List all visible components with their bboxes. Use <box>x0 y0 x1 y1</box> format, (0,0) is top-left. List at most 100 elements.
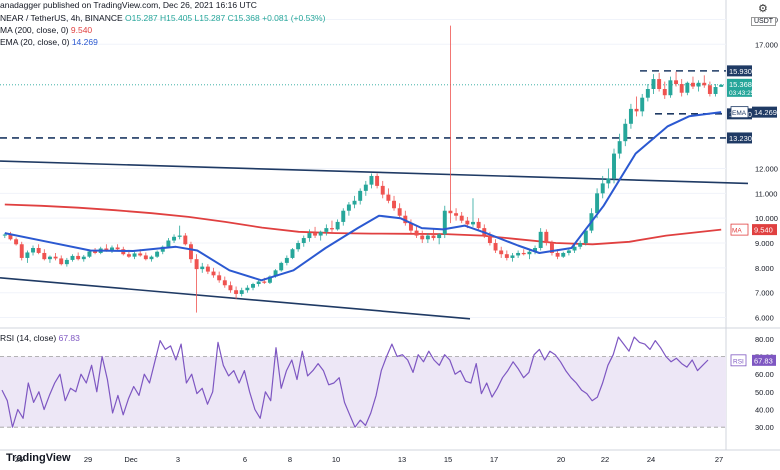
symbol-line: NEAR / TetherUS, 4h, BINANCE O15.287 H15… <box>0 13 325 24</box>
candle-body <box>307 233 312 239</box>
candle <box>476 218 481 231</box>
candle-body <box>138 253 143 256</box>
x-tick-label: 3 <box>176 455 180 464</box>
candle <box>702 75 707 88</box>
candle <box>617 133 622 159</box>
badge-tag: MA <box>732 228 742 235</box>
candle <box>279 261 284 272</box>
badge-tag: EMA <box>732 110 747 117</box>
candle <box>471 198 475 227</box>
candle-body <box>521 252 526 255</box>
candle <box>392 195 396 211</box>
candle <box>290 247 295 260</box>
candle-body <box>471 221 475 225</box>
candle <box>527 250 532 260</box>
candle <box>448 25 453 224</box>
y-tick-label: 17.000 <box>755 40 778 49</box>
candle <box>645 84 650 102</box>
candle-body <box>188 244 193 260</box>
x-tick-label: Dec <box>124 455 138 464</box>
candle-body <box>245 287 250 291</box>
x-tick-label: 24 <box>647 455 655 464</box>
candle <box>200 262 205 273</box>
candle-body <box>262 281 267 283</box>
rsi-value-label: 67.83 <box>754 356 773 365</box>
ohlc-values: O15.287 H15.405 L15.287 C15.368 +0.081 (… <box>125 13 326 23</box>
badge-tag-box <box>730 106 749 119</box>
candle <box>583 228 588 246</box>
candle <box>166 238 171 248</box>
candle-body <box>561 252 566 257</box>
candle-body <box>290 249 295 258</box>
candle <box>696 80 701 92</box>
candle-body <box>211 271 216 276</box>
candle <box>493 239 498 253</box>
candle <box>313 226 318 239</box>
candle-body <box>397 208 402 216</box>
candle-body <box>149 256 154 260</box>
ema-label: EMA (20, close, 0) <box>0 37 70 47</box>
x-tick-label: 6 <box>243 455 247 464</box>
candle-body <box>668 80 673 96</box>
candle-body <box>177 235 182 237</box>
candle-body <box>685 82 690 93</box>
candle-body <box>110 247 114 251</box>
ma-value: 9.540 <box>70 25 93 35</box>
candle-body <box>352 200 357 205</box>
candle-body <box>544 231 549 244</box>
rsi-legend[interactable]: RSI (14, close) 67.83 <box>0 333 80 344</box>
candle <box>561 251 566 258</box>
candle-body <box>504 254 509 258</box>
candle-body <box>93 251 98 253</box>
candle <box>623 118 628 147</box>
time-axis: 26 29 Dec 3 6 8 10 13 15 17 20 22 24 27 <box>15 455 723 464</box>
candle-body <box>566 250 571 253</box>
countdown-label: 03:43:25 <box>729 90 755 97</box>
logo-text: TradingView <box>6 452 71 464</box>
candle <box>194 254 199 313</box>
x-tick-label: 15 <box>444 455 452 464</box>
candle-body <box>42 252 47 260</box>
candle <box>662 81 667 99</box>
candle-body <box>53 256 58 259</box>
candle <box>245 285 250 293</box>
currency-label[interactable]: USDT <box>751 17 777 26</box>
candle-body <box>572 246 577 251</box>
candle-body <box>442 210 447 235</box>
candle-body <box>228 285 233 291</box>
candle-body <box>476 221 481 229</box>
level-badge <box>727 132 752 144</box>
candle <box>132 251 137 260</box>
candle-body <box>256 281 261 285</box>
candle-body <box>267 276 272 283</box>
candle <box>612 148 616 184</box>
candle-body <box>363 184 368 191</box>
candle-body <box>380 185 385 195</box>
candle-body <box>640 97 645 112</box>
candle-body <box>296 243 301 250</box>
badge-value: 9.540 <box>754 226 773 235</box>
y-tick-label: 11.000 <box>755 189 777 198</box>
candle <box>628 103 633 129</box>
gear-icon[interactable]: ⚙ <box>758 3 768 15</box>
x-tick-label: 17 <box>490 455 498 464</box>
candle <box>510 252 515 262</box>
candle-body <box>19 244 24 258</box>
candle-body <box>595 193 600 214</box>
badge-value-box <box>752 106 777 118</box>
candle <box>330 220 334 232</box>
last-price-badge <box>727 78 752 97</box>
candles <box>2 25 724 313</box>
candle-body <box>217 275 222 281</box>
rsi-band <box>0 356 726 428</box>
candle <box>719 83 724 87</box>
candle <box>36 244 41 255</box>
candle <box>566 249 571 256</box>
ema-legend[interactable]: EMA (20, close, 0) 14.269 <box>0 37 98 48</box>
candle-body <box>205 266 210 272</box>
ma-legend[interactable]: MA (200, close, 0) 9.540 <box>0 25 92 36</box>
candle <box>420 230 425 244</box>
rsi-tick-label: 50.00 <box>755 388 774 397</box>
candle-body <box>194 259 199 270</box>
